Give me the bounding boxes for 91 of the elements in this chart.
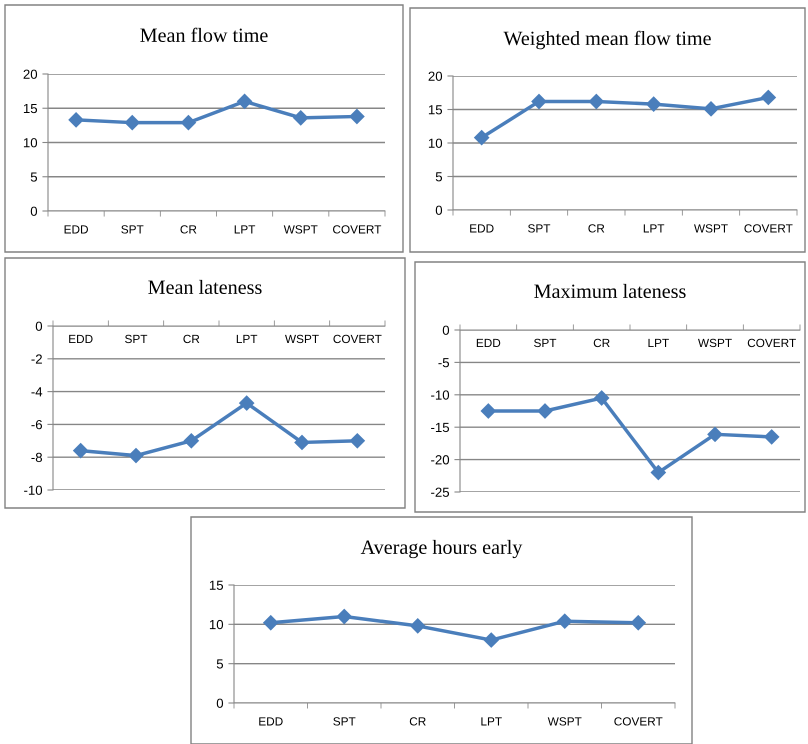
x-tick-label: SPT xyxy=(333,717,356,726)
y-tick-label: 20 xyxy=(24,70,38,79)
point xyxy=(474,130,490,146)
x-tick-label: EDD xyxy=(476,338,500,347)
x-tick-label: LPT xyxy=(644,224,664,232)
point xyxy=(68,112,84,128)
point xyxy=(263,615,278,630)
point xyxy=(124,115,140,130)
x-tick-label: EDD xyxy=(69,334,93,343)
point xyxy=(336,608,352,624)
point xyxy=(594,390,610,406)
y-tick-label: 5 xyxy=(436,172,442,182)
point xyxy=(650,464,666,480)
y-tick-label: 15 xyxy=(24,104,38,114)
x-tick-label: LPT xyxy=(481,717,502,726)
y-tick-label: 20 xyxy=(428,72,442,81)
point xyxy=(630,615,646,630)
y-tick-label: 0 xyxy=(436,206,442,215)
point xyxy=(349,108,364,124)
y-tick-label: 15 xyxy=(428,105,442,114)
y-tick-label: -2 xyxy=(31,354,42,364)
x-tick-label: COVERT xyxy=(333,334,382,344)
x-tick-label: COVERT xyxy=(333,225,382,234)
point xyxy=(293,110,308,126)
point xyxy=(484,632,499,648)
y-tick-label: -20 xyxy=(431,455,450,465)
y-tick-label: -10 xyxy=(431,390,450,400)
x-tick-label: CR xyxy=(183,334,200,344)
x-tick-label: EDD xyxy=(470,224,494,232)
x-tick-label: EDD xyxy=(64,225,88,234)
y-tick-label: 15 xyxy=(210,580,224,590)
point xyxy=(557,614,572,629)
y-tick-label: 0 xyxy=(30,206,38,216)
chart-title: Average hours early xyxy=(360,540,522,558)
y-tick-label: 5 xyxy=(30,172,38,182)
point xyxy=(646,96,662,112)
point xyxy=(180,115,196,130)
y-tick-label: 0 xyxy=(442,326,450,335)
x-tick-label: CR xyxy=(594,338,610,348)
y-tick-label: -4 xyxy=(31,387,42,396)
point xyxy=(537,403,553,419)
chart-title: Mean lateness xyxy=(148,280,262,294)
x-tick-label: WSPT xyxy=(285,334,319,344)
x-tick-label: WSPT xyxy=(548,717,582,726)
point xyxy=(703,101,719,116)
x-tick-label: LPT xyxy=(234,225,256,234)
x-tick-label: LPT xyxy=(236,334,258,343)
x-tick-label: CR xyxy=(588,224,604,233)
point xyxy=(237,94,252,109)
y-tick-label: -8 xyxy=(31,452,42,462)
y-tick-label: 0 xyxy=(216,698,224,708)
x-tick-label: CR xyxy=(180,225,196,234)
point xyxy=(764,429,780,444)
x-tick-label: SPT xyxy=(121,225,144,234)
point xyxy=(707,426,723,442)
x-tick-label: COVERT xyxy=(748,338,796,348)
y-tick-label: 10 xyxy=(210,620,224,630)
point xyxy=(760,90,776,106)
point xyxy=(73,443,88,458)
x-tick-label: SPT xyxy=(528,224,550,233)
point xyxy=(350,433,365,448)
y-tick-label: 10 xyxy=(24,138,38,148)
x-tick-label: COVERT xyxy=(744,224,793,233)
x-tick-label: COVERT xyxy=(614,717,662,726)
y-tick-label: -10 xyxy=(24,486,42,495)
point xyxy=(239,396,254,411)
x-tick-label: SPT xyxy=(534,338,556,348)
chart-title: Mean flow time xyxy=(140,28,268,42)
y-tick-label: 10 xyxy=(428,138,442,148)
y-tick-label: -15 xyxy=(431,422,450,432)
point xyxy=(480,403,496,419)
y-tick-label: 5 xyxy=(216,659,224,669)
x-tick-label: WSPT xyxy=(694,224,728,233)
x-tick-label: WSPT xyxy=(698,338,732,348)
x-tick-label: EDD xyxy=(259,717,283,726)
point xyxy=(184,433,199,448)
point xyxy=(410,618,426,634)
y-tick-label: 0 xyxy=(36,322,42,331)
x-tick-label: LPT xyxy=(648,338,669,347)
x-tick-label: WSPT xyxy=(284,225,318,234)
x-tick-label: SPT xyxy=(125,334,148,344)
y-tick-label: -5 xyxy=(438,358,450,368)
y-tick-label: -6 xyxy=(31,420,42,430)
point xyxy=(588,94,604,110)
point xyxy=(531,94,547,110)
chart-title: Weighted mean flow time xyxy=(503,30,711,50)
point xyxy=(128,448,144,464)
chart-title: Maximum lateness xyxy=(534,284,686,298)
y-tick-label: -25 xyxy=(431,488,450,497)
point xyxy=(294,434,310,450)
x-tick-label: CR xyxy=(410,717,426,726)
